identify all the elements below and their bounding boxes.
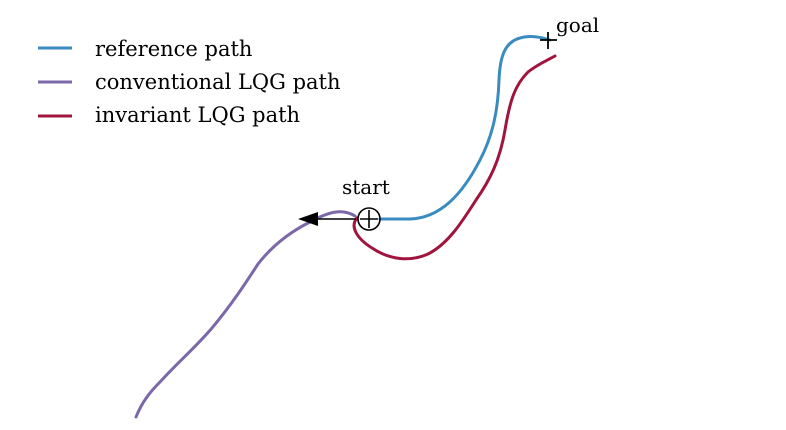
legend-label-invariant: invariant LQG path [95, 103, 300, 127]
start-marker [357, 207, 381, 231]
legend: reference path conventional LQG path inv… [38, 37, 341, 127]
invariant-lqg-path [352, 54, 557, 261]
goal-marker [540, 32, 557, 49]
legend-label-reference: reference path [95, 37, 252, 61]
goal-label: goal [556, 13, 599, 37]
heading-arrow [298, 212, 356, 226]
start-label: start [342, 175, 390, 199]
legend-label-conventional: conventional LQG path [95, 70, 341, 94]
reference-path [378, 35, 552, 221]
conventional-lqg-path [134, 210, 357, 419]
